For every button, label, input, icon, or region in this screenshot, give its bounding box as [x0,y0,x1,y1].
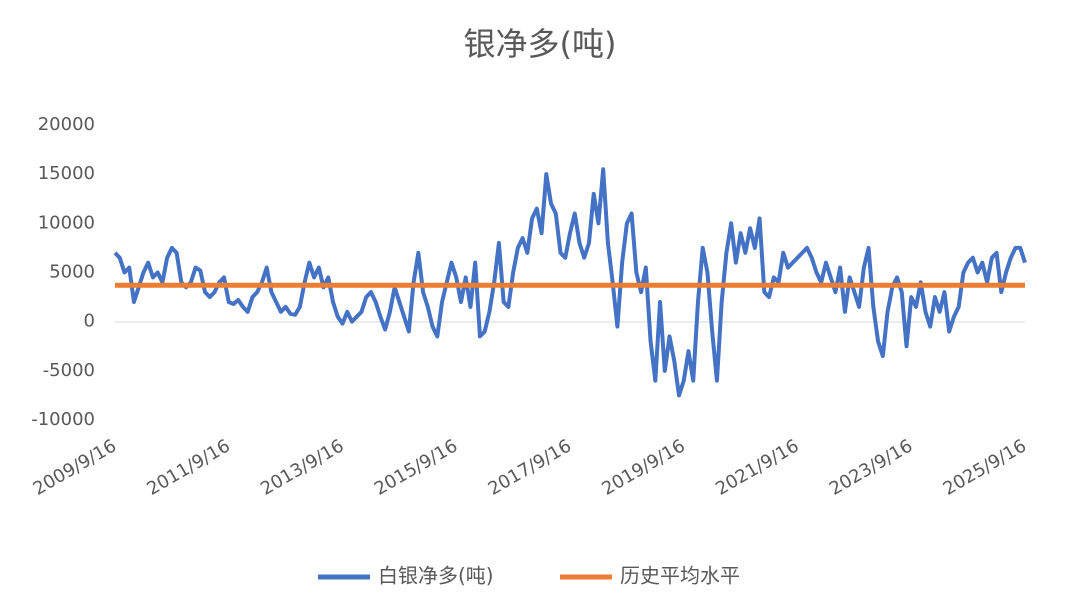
x-tick-label: 2023/9/16 [826,435,916,499]
x-tick-label: 2021/9/16 [712,435,802,499]
y-tick-label: 0 [84,311,95,332]
line-series [113,167,1027,398]
y-tick-label: 15000 [38,163,95,184]
y-tick-label: 10000 [38,212,95,233]
x-tick-label: 2015/9/16 [371,435,461,499]
y-tick-label: 20000 [38,114,95,135]
y-tick-label: 5000 [49,262,95,283]
x-tick-label: 2017/9/16 [485,435,575,499]
x-tick-label: 2011/9/16 [143,435,233,499]
y-tick-label: -10000 [31,409,95,430]
x-tick-label: 2019/9/16 [598,435,688,499]
x-tick-label: 2013/9/16 [257,435,347,499]
y-tick-label: -5000 [43,360,95,381]
legend-label: 白银净多(吨) [378,564,494,588]
x-tick-label: 2009/9/16 [30,435,120,499]
legend-label: 历史平均水平 [620,564,740,588]
x-tick-label: 2025/9/16 [940,435,1030,499]
chart-title: 银净多(吨) [464,25,617,63]
